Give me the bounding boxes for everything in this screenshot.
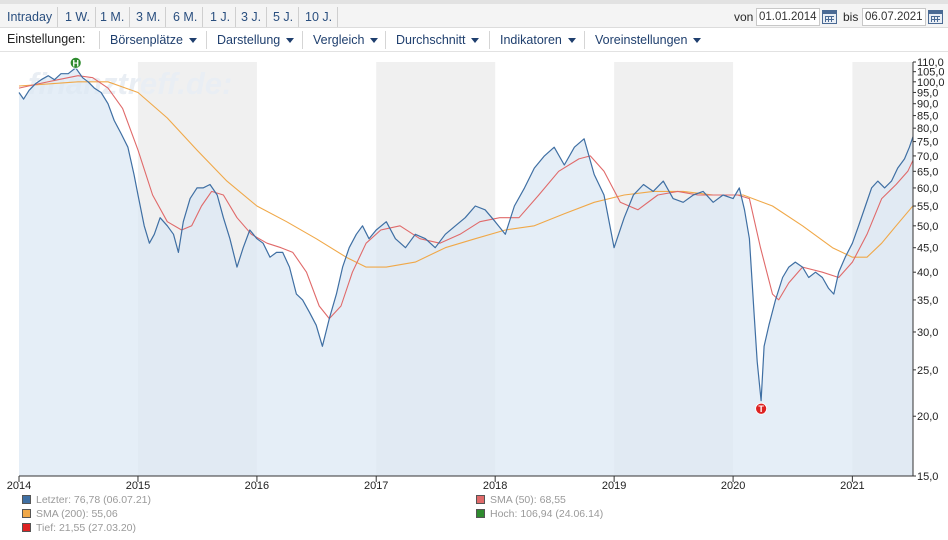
- y-tick-label: 75,0: [917, 137, 938, 149]
- menu-darstellung[interactable]: Darstellung: [206, 31, 295, 49]
- x-tick-label: 2015: [126, 480, 150, 492]
- menu-vergleich[interactable]: Vergleich: [302, 31, 379, 49]
- range-button-5j[interactable]: 5 J.: [268, 7, 300, 27]
- range-button-3j[interactable]: 3 J.: [236, 7, 268, 27]
- to-date-input[interactable]: [862, 8, 926, 26]
- sma50-line: [18, 75, 914, 320]
- x-tick-label: 2021: [840, 480, 864, 492]
- x-tick-label: 2017: [364, 480, 388, 492]
- chevron-down-icon: [370, 38, 379, 44]
- legend-label: Hoch: 106,94 (24.06.14): [490, 508, 604, 520]
- menu-durchschnitt[interactable]: Durchschnitt: [385, 31, 480, 49]
- legend-item-sma50: SMA (50): 68,55: [476, 494, 566, 507]
- menu-label: Voreinstellungen: [595, 33, 688, 47]
- legend-swatch: [476, 495, 485, 504]
- range-button-1w[interactable]: 1 W.: [60, 7, 97, 27]
- high-marker-dot: [69, 56, 82, 69]
- menu-indikatoren[interactable]: Indikatoren: [489, 31, 576, 49]
- y-tick-label: 70,0: [917, 151, 938, 163]
- extreme-markers: HT: [69, 56, 768, 415]
- chevron-down-icon: [567, 38, 576, 44]
- y-tick-label: 55,0: [917, 201, 938, 213]
- legend-label: SMA (50): 68,55: [490, 494, 566, 506]
- settings-label: Einstellungen:: [7, 32, 86, 46]
- x-tick-label: 2020: [721, 480, 745, 492]
- price-area: [19, 67, 913, 477]
- legend-item-low: Tief: 21,55 (27.03.20): [22, 522, 136, 535]
- chevron-down-icon: [188, 38, 197, 44]
- x-tick-label: 2019: [602, 480, 626, 492]
- range-bar: Intraday 1 W. 1 M. 3 M. 6 M. 1 J. 3 J. 5…: [0, 0, 948, 28]
- menu-label: Darstellung: [217, 33, 281, 47]
- legend-swatch: [476, 509, 485, 518]
- legend: Letzter: 76,78 (06.07.21) SMA (50): 68,5…: [0, 494, 948, 540]
- x-tick-label: 2014: [7, 480, 31, 492]
- range-button-intraday[interactable]: Intraday: [2, 7, 59, 27]
- menu-label: Vergleich: [313, 33, 365, 47]
- y-tick-label: 40,0: [917, 267, 938, 279]
- y-tick-label: 25,0: [917, 365, 938, 377]
- range-button-10j[interactable]: 10 J.: [300, 7, 339, 27]
- y-tick-label: 45,0: [917, 243, 938, 255]
- low-marker-dot: [755, 402, 768, 415]
- menu-label: Indikatoren: [500, 33, 562, 47]
- settings-bar: Einstellungen: Börsenplätze Darstellung …: [0, 28, 948, 52]
- high-marker-label: H: [72, 58, 79, 68]
- range-button-1j[interactable]: 1 J.: [205, 7, 237, 27]
- legend-swatch: [22, 495, 31, 504]
- menu-label: Börsenplätze: [110, 33, 183, 47]
- price-area-fill: [19, 67, 913, 477]
- y-tick-label: 65,0: [917, 166, 938, 178]
- range-button-6m[interactable]: 6 M.: [168, 7, 204, 27]
- date-range: von bis: [728, 7, 948, 27]
- range-button-1m[interactable]: 1 M.: [95, 7, 131, 27]
- calendar-icon[interactable]: [822, 10, 837, 24]
- menu-label: Durchschnitt: [396, 33, 466, 47]
- price-chart: finanztreff.de: HT 110,0105,0100,095,090…: [7, 56, 945, 492]
- menu-boersenplaetze[interactable]: Börsenplätze: [99, 31, 197, 49]
- y-tick-label: 105,0: [917, 67, 945, 79]
- to-label: bis: [843, 10, 859, 24]
- price-line: [18, 67, 914, 402]
- from-label: von: [734, 10, 754, 24]
- chevron-down-icon: [693, 38, 702, 44]
- low-marker-label: T: [758, 404, 764, 414]
- legend-item-sma200: SMA (200): 55,06: [22, 508, 118, 521]
- sma200-line: [18, 81, 914, 268]
- high-marker: H: [69, 56, 82, 69]
- legend-label: Letzter: 76,78 (06.07.21): [36, 494, 151, 506]
- calendar-icon[interactable]: [928, 10, 943, 24]
- y-tick-label: 90,0: [917, 99, 938, 111]
- legend-label: SMA (200): 55,06: [36, 508, 118, 520]
- menu-voreinstellungen[interactable]: Voreinstellungen: [584, 31, 702, 49]
- legend-label: Tief: 21,55 (27.03.20): [36, 522, 137, 534]
- legend-item-high: Hoch: 106,94 (24.06.14): [476, 508, 603, 521]
- legend-swatch: [22, 509, 31, 518]
- series-lines: [18, 67, 914, 402]
- y-tick-label: 80,0: [917, 123, 938, 135]
- y-tick-label: 30,0: [917, 327, 938, 339]
- y-tick-label: 85,0: [917, 111, 938, 123]
- chevron-down-icon: [286, 38, 295, 44]
- range-button-3m[interactable]: 3 M.: [131, 7, 167, 27]
- y-tick-label: 60,0: [917, 183, 938, 195]
- legend-item-last: Letzter: 76,78 (06.07.21): [22, 494, 151, 507]
- y-tick-label: 15,0: [917, 471, 938, 483]
- y-tick-label: 50,0: [917, 221, 938, 233]
- from-date-input[interactable]: [756, 8, 820, 26]
- y-tick-label: 100,0: [917, 77, 945, 89]
- legend-swatch: [22, 523, 31, 532]
- x-tick-label: 2016: [245, 480, 269, 492]
- y-tick-label: 20,0: [917, 411, 938, 423]
- y-tick-label: 35,0: [917, 295, 938, 307]
- chevron-down-icon: [471, 38, 480, 44]
- low-marker: T: [755, 402, 768, 415]
- y-tick-label: 95,0: [917, 87, 938, 99]
- x-tick-label: 2018: [483, 480, 507, 492]
- y-tick-label: 110,0: [917, 57, 944, 69]
